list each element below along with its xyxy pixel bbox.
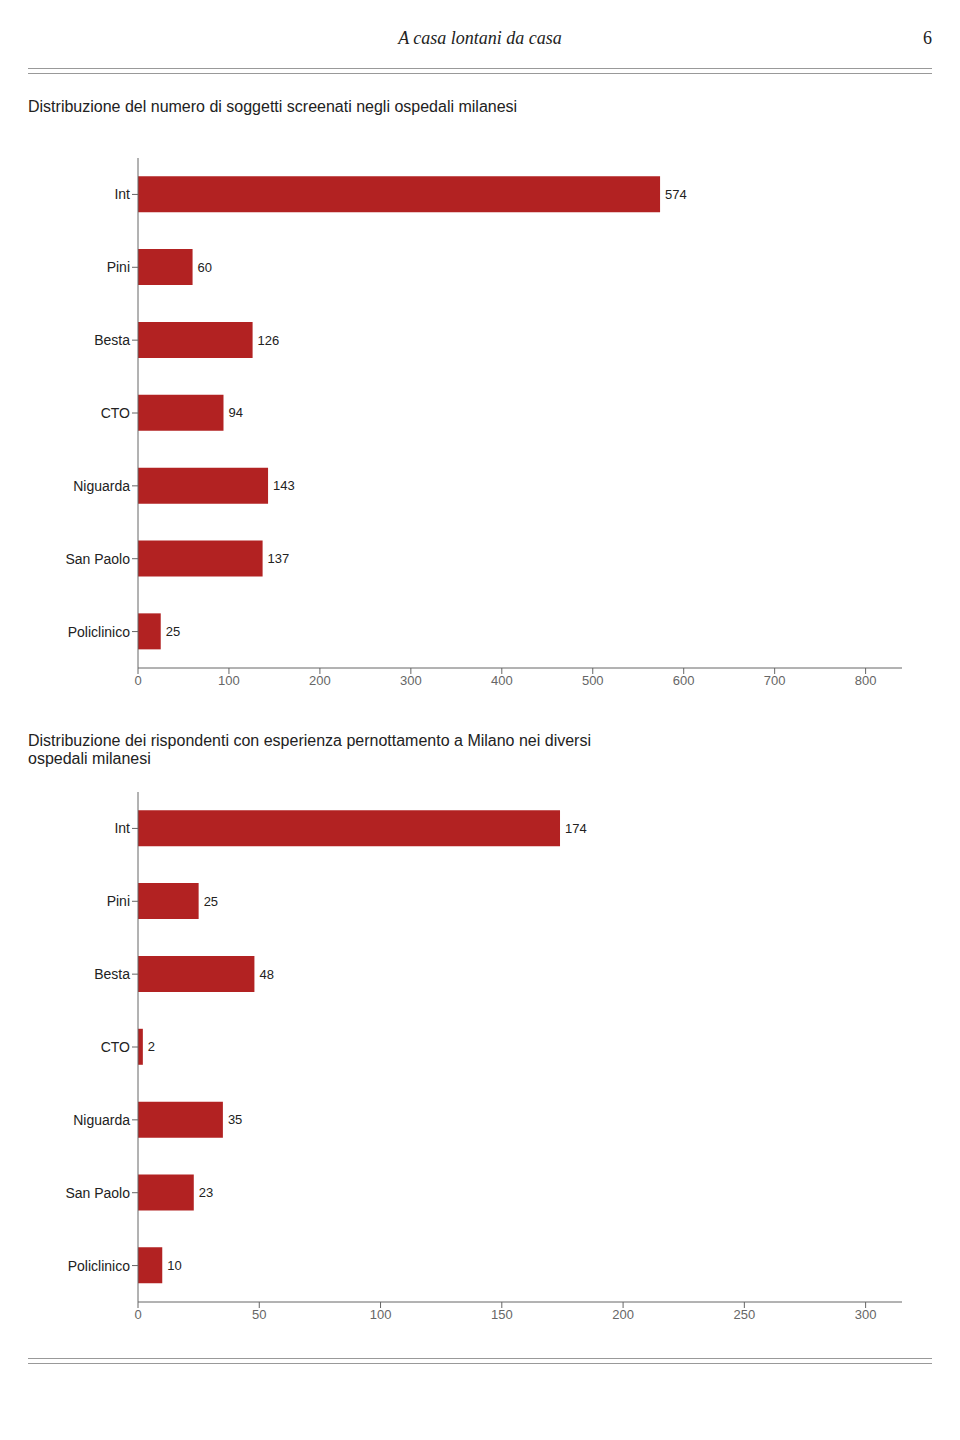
svg-text:94: 94 — [228, 405, 242, 420]
svg-text:200: 200 — [612, 1307, 634, 1322]
svg-text:25: 25 — [204, 894, 218, 909]
svg-text:San Paolo: San Paolo — [65, 551, 130, 567]
html-text:Distribuzione del numero di so: Distribuzione del numero di soggetti scr… — [28, 98, 518, 115]
svg-text:Besta: Besta — [94, 332, 130, 348]
svg-text:Pini: Pini — [107, 893, 130, 909]
svg-text:San Paolo: San Paolo — [65, 1185, 130, 1201]
svg-text:60: 60 — [198, 260, 212, 275]
svg-text:Int: Int — [114, 820, 130, 836]
svg-text:0: 0 — [134, 673, 141, 688]
svg-text:200: 200 — [309, 673, 331, 688]
svg-text:174: 174 — [565, 821, 587, 836]
svg-text:700: 700 — [764, 673, 786, 688]
svg-text:500: 500 — [582, 673, 604, 688]
svg-text:10: 10 — [167, 1258, 181, 1273]
svg-text:23: 23 — [199, 1185, 213, 1200]
svg-text:400: 400 — [491, 673, 513, 688]
svg-text:35: 35 — [228, 1112, 242, 1127]
svg-text:Policlinico: Policlinico — [68, 1258, 130, 1274]
svg-text:300: 300 — [400, 673, 422, 688]
svg-text:800: 800 — [855, 673, 877, 688]
svg-text:600: 600 — [673, 673, 695, 688]
svg-text:Besta: Besta — [94, 966, 130, 982]
svg-text:CTO: CTO — [101, 1039, 130, 1055]
svg-text:Pini: Pini — [107, 259, 130, 275]
svg-text:CTO: CTO — [101, 405, 130, 421]
svg-text:574: 574 — [665, 187, 687, 202]
svg-text:Niguarda: Niguarda — [73, 478, 130, 494]
html-text:6: 6 — [923, 28, 932, 48]
svg-text:137: 137 — [268, 551, 290, 566]
svg-text:0: 0 — [134, 1307, 141, 1322]
svg-text:143: 143 — [273, 478, 295, 493]
svg-text:2: 2 — [148, 1039, 155, 1054]
svg-text:25: 25 — [166, 624, 180, 639]
html-text:Distribuzione dei rispondenti: Distribuzione dei rispondenti con esperi… — [28, 732, 591, 767]
html-text:A casa lontani da casa: A casa lontani da casa — [398, 28, 562, 48]
svg-text:300: 300 — [855, 1307, 877, 1322]
svg-text:50: 50 — [252, 1307, 266, 1322]
svg-text:100: 100 — [218, 673, 240, 688]
svg-text:150: 150 — [491, 1307, 513, 1322]
svg-text:Niguarda: Niguarda — [73, 1112, 130, 1128]
svg-text:126: 126 — [258, 333, 280, 348]
svg-text:Int: Int — [114, 186, 130, 202]
svg-text:Policlinico: Policlinico — [68, 624, 130, 640]
svg-text:48: 48 — [259, 967, 273, 982]
svg-text:250: 250 — [733, 1307, 755, 1322]
svg-text:100: 100 — [370, 1307, 392, 1322]
